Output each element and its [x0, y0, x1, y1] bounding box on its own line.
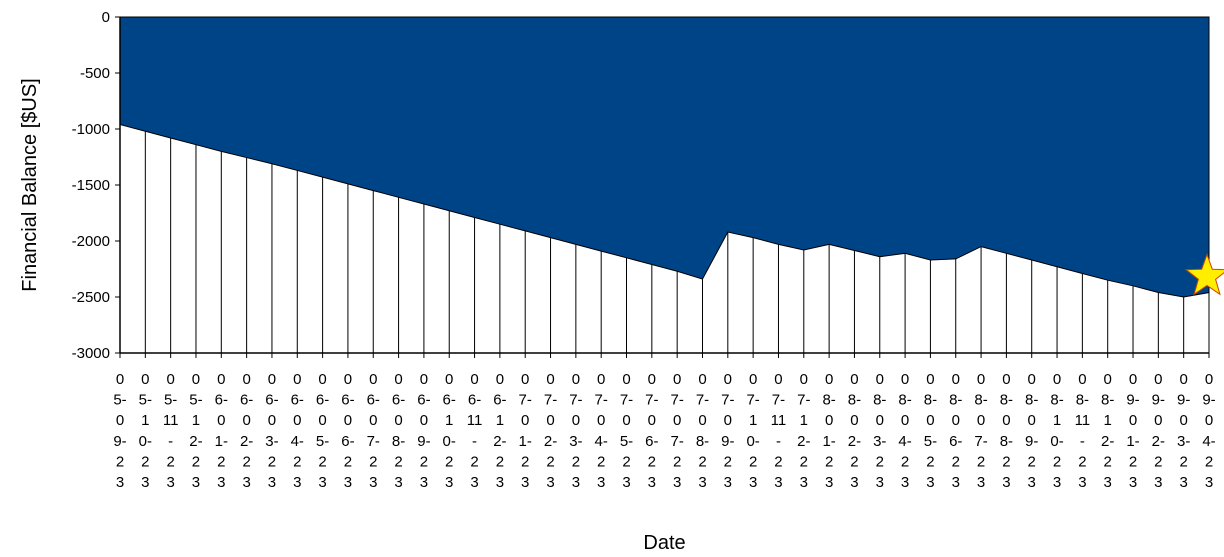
- x-tick-label: 0 9-0 4-2 3: [1202, 371, 1215, 491]
- y-tick-label: -1500: [72, 177, 110, 194]
- y-tick-label: -3000: [72, 345, 110, 362]
- y-axis-title: Financial Balance [$US]: [19, 78, 41, 291]
- y-tick-label: -1000: [72, 121, 110, 138]
- balance-area: [119, 16, 1210, 298]
- x-tick-label: 0 6-1 0-2 3: [443, 371, 456, 491]
- x-tick-label: 0 6-0 5-2 3: [316, 371, 329, 491]
- x-tick-label: 0 9-0 1-2 3: [1126, 371, 1139, 491]
- star-marker-icon: [1184, 253, 1224, 296]
- x-tick-label: 0 9-0 2-2 3: [1152, 371, 1165, 491]
- x-tick-label: 0 7-0 5-2 3: [620, 371, 633, 491]
- x-tick-label: 0 6-0 1-2 3: [215, 371, 228, 491]
- x-tick-label: 0 8-0 3-2 3: [873, 371, 886, 491]
- x-tick-label: 0 6-0 3-2 3: [265, 371, 278, 491]
- x-tick-label: 0 7-0 3-2 3: [569, 371, 582, 491]
- x-tick-label: 0 8-0 5-2 3: [924, 371, 937, 491]
- x-tick-label: 0 5-1 2-2 3: [189, 371, 202, 491]
- x-tick-label: 0 6-0 2-2 3: [240, 371, 253, 491]
- x-tick-label: 0 8-0 1-2 3: [822, 371, 835, 491]
- x-tick-label: 0 6-1 2-2 3: [493, 371, 506, 491]
- y-tick-label: -500: [80, 65, 110, 82]
- x-tick-label: 0 6-0 4-2 3: [291, 371, 304, 491]
- x-tick-label: 0 7-1 0-2 3: [746, 371, 759, 491]
- x-tick-label: 0 5-1 0-2 3: [139, 371, 152, 491]
- x-tick-label: 0 9-0 3-2 3: [1177, 371, 1190, 491]
- x-tick-label: 0 7-0 2-2 3: [544, 371, 557, 491]
- x-tick-label: 0 8-11 -2 3: [1075, 371, 1091, 491]
- x-tick-label: 0 7-0 1-2 3: [519, 371, 532, 491]
- x-tick-label: 0 5-0 9-2 3: [113, 371, 126, 491]
- x-tick-label: 0 8-0 6-2 3: [949, 371, 962, 491]
- x-tick-label: 0 8-1 0-2 3: [1050, 371, 1063, 491]
- x-tick-label: 0 8-0 8-2 3: [1000, 371, 1013, 491]
- x-tick-label: 0 6-0 9-2 3: [417, 371, 430, 491]
- x-tick-label: 0 6-0 6-2 3: [341, 371, 354, 491]
- x-tick-label: 0 8-0 2-2 3: [848, 371, 861, 491]
- x-tick-label: 0 6-0 8-2 3: [392, 371, 405, 491]
- x-tick-label: 0 7-0 9-2 3: [721, 371, 734, 491]
- x-tick-label: 0 5-11 -2 3: [163, 371, 179, 491]
- x-tick-label: 0 7-0 8-2 3: [696, 371, 709, 491]
- x-tick-label: 0 8-1 2-2 3: [1101, 371, 1114, 491]
- x-tick-label: 0 6-11 -2 3: [467, 371, 483, 491]
- y-tick-label: -2500: [72, 289, 110, 306]
- y-tick-label: -2000: [72, 233, 110, 250]
- x-tick-label: 0 8-0 9-2 3: [1025, 371, 1038, 491]
- x-axis-title: Date: [643, 532, 685, 554]
- x-tick-label: 0 7-1 2-2 3: [797, 371, 810, 491]
- x-tick-label: 0 7-0 6-2 3: [645, 371, 658, 491]
- x-tick-label: 0 7-0 4-2 3: [595, 371, 608, 491]
- x-tick-label: 0 8-0 7-2 3: [974, 371, 987, 491]
- y-tick-label: 0: [102, 9, 110, 26]
- x-tick-label: 0 7-0 7-2 3: [670, 371, 683, 491]
- x-tick-label: 0 7-11 -2 3: [771, 371, 787, 491]
- x-tick-label: 0 8-0 4-2 3: [898, 371, 911, 491]
- x-tick-label: 0 6-0 7-2 3: [367, 371, 380, 491]
